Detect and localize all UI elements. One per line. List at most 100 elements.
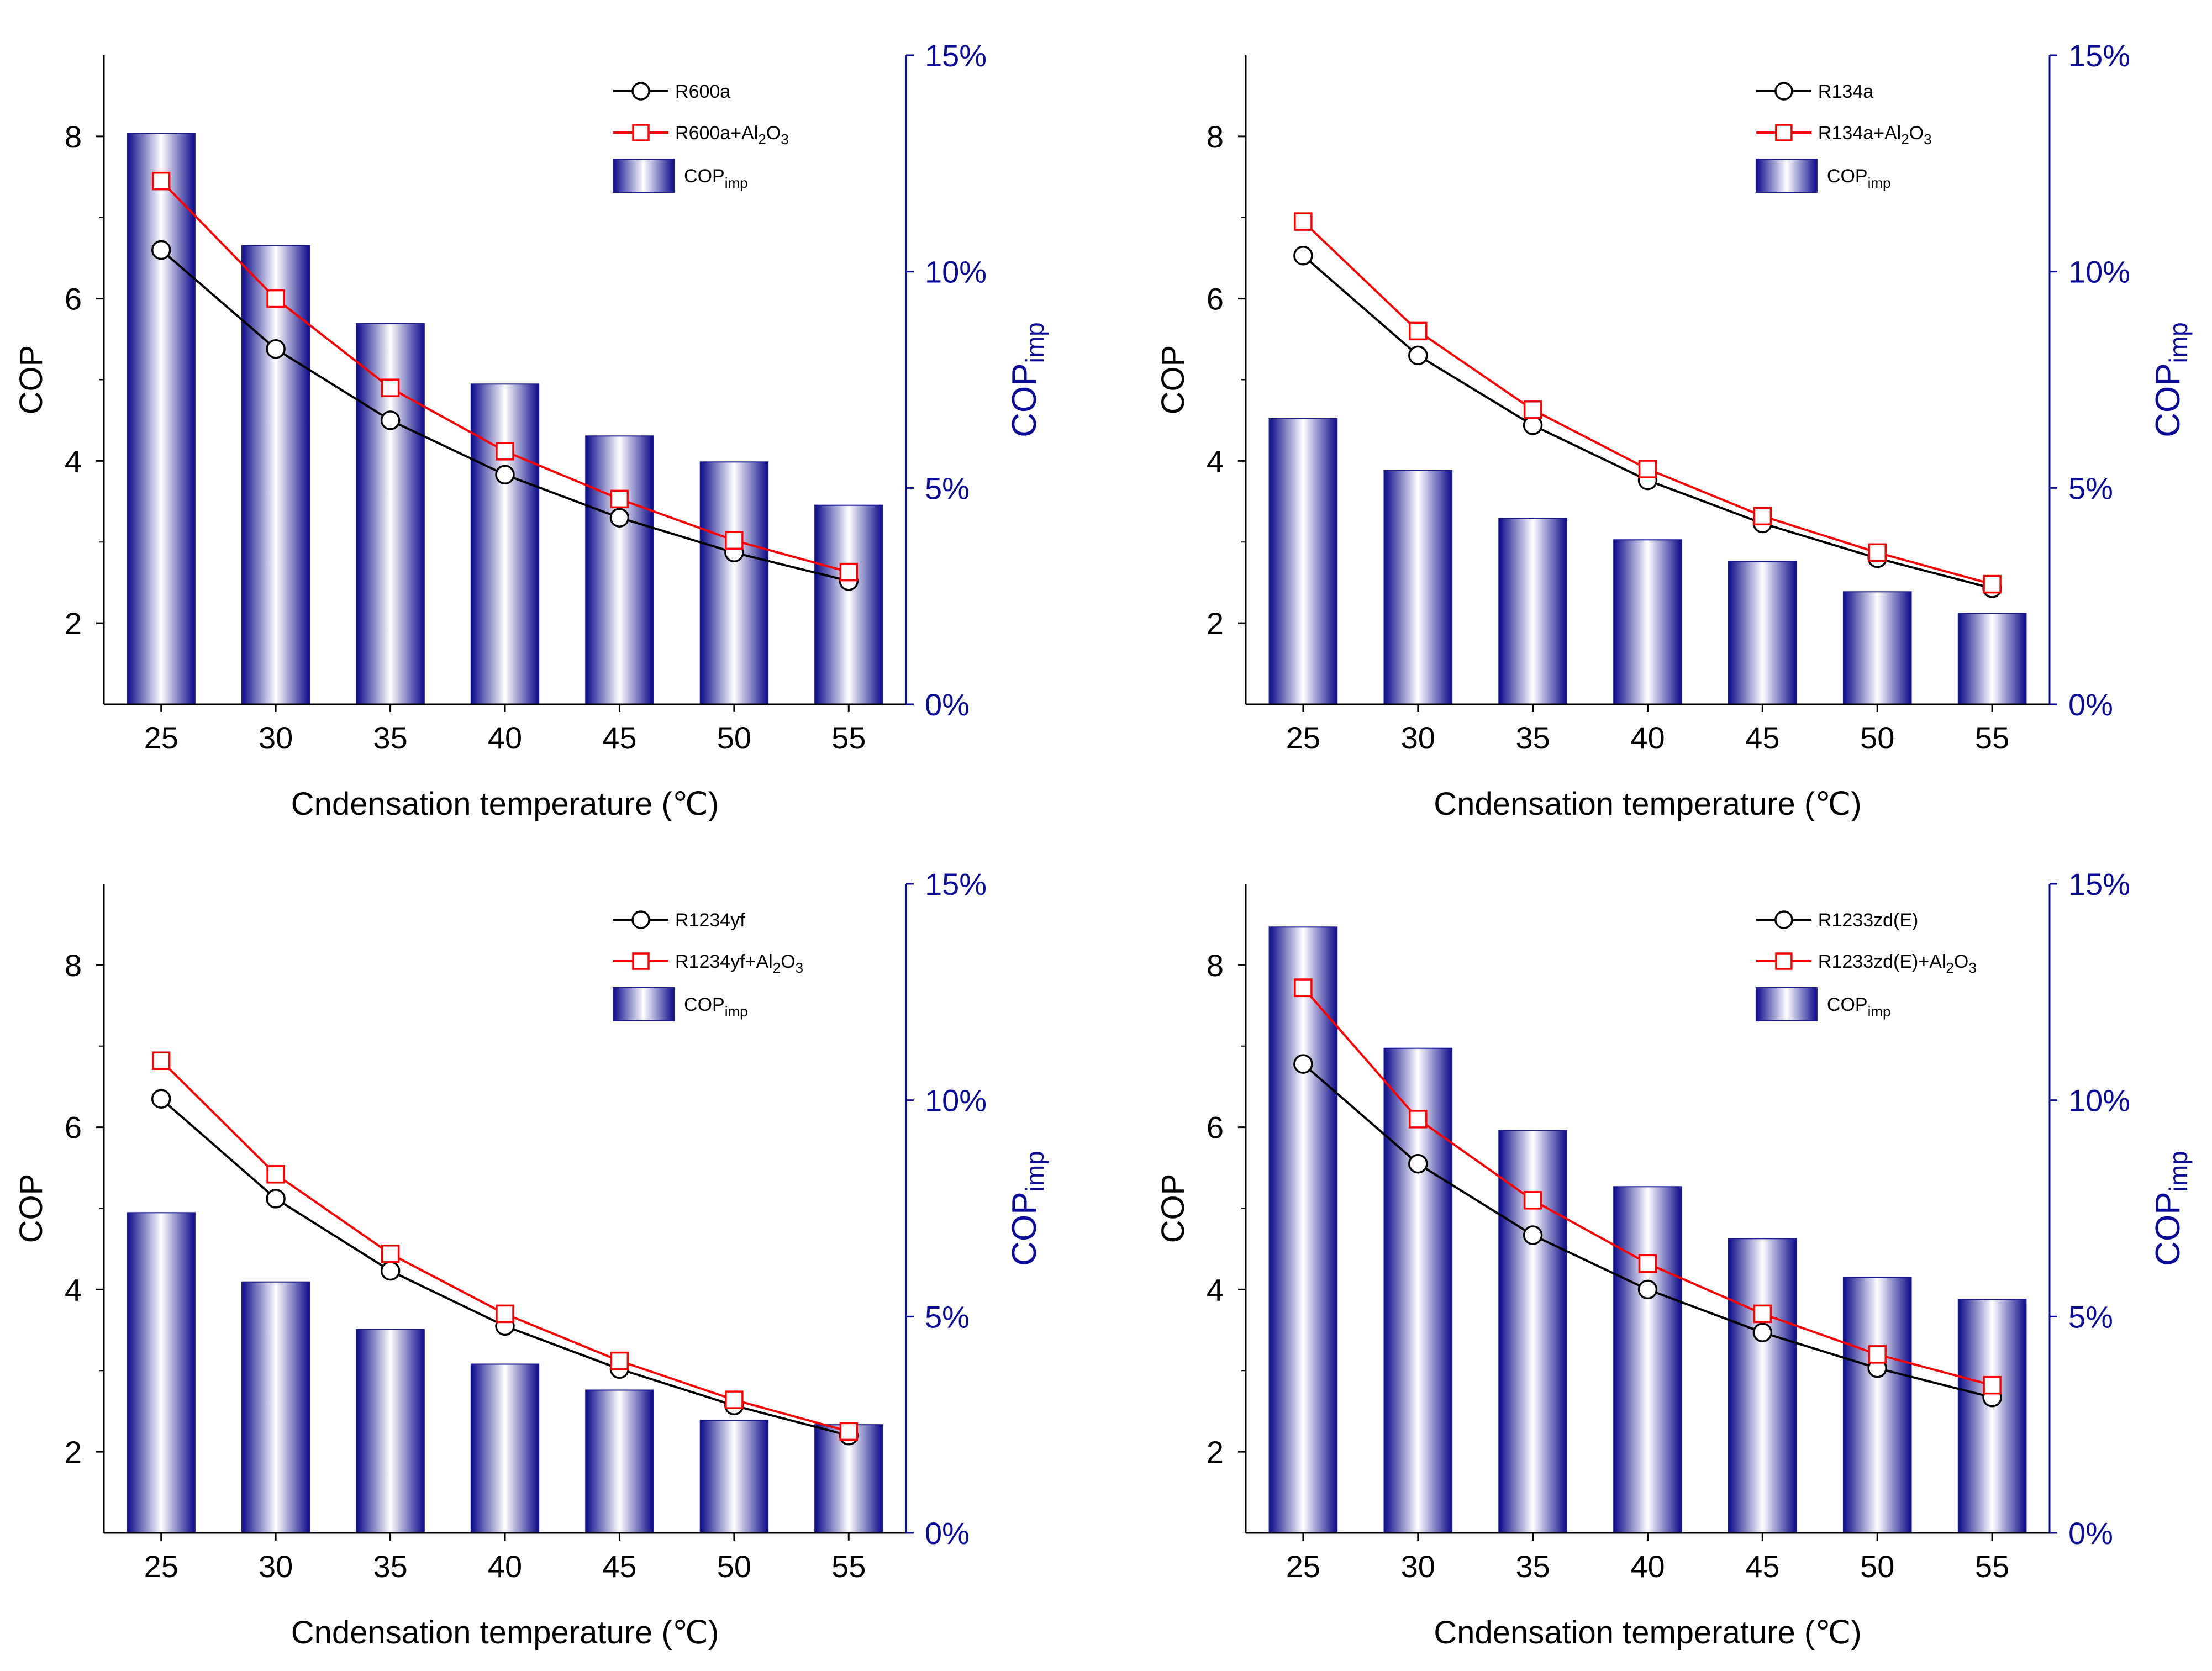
point-additive-50: [725, 1390, 744, 1409]
y-right-tick-label: 0%: [2068, 687, 2113, 722]
y-tick-label: 2: [1207, 1435, 1224, 1469]
y-right-tick-label: 5%: [2068, 1299, 2113, 1334]
legend-label-main: R134a+Al: [1818, 123, 1901, 144]
point-additive-45: [610, 489, 629, 509]
legend-label-bar: COPimp: [1827, 994, 1891, 1020]
legend-label-bar-main: COP: [1827, 166, 1868, 187]
bar-cop-imp-45: [585, 435, 654, 705]
legend-label-main: R134a: [1818, 81, 1873, 102]
legend-label-bar-main: COP: [684, 994, 725, 1015]
y-right-axis-title-main: COP: [1005, 363, 1044, 437]
point-base-30: [266, 339, 286, 359]
point-additive-45: [1753, 507, 1772, 526]
point-additive-30: [1409, 321, 1428, 341]
y-tick-label: 8: [1207, 119, 1224, 154]
point-base-25: [1293, 1054, 1313, 1074]
y-tick-label: 4: [65, 1272, 82, 1307]
y-right-tick-label: 0%: [925, 687, 970, 722]
y-right-tick-label: 5%: [925, 471, 970, 505]
x-tick-label: 45: [602, 720, 636, 755]
y-tick-label: 2: [1207, 606, 1224, 641]
legend-label: R1233zd(E): [1818, 910, 1918, 931]
y-tick-label: 4: [65, 444, 82, 478]
y-right-tick-label: 0%: [925, 1516, 970, 1551]
point-additive-40: [496, 1304, 514, 1324]
legend-formula-oxygen: O: [766, 123, 781, 144]
point-additive-25: [1294, 978, 1313, 997]
point-additive-45: [610, 1351, 629, 1370]
point-additive-25: [151, 1051, 171, 1070]
y-tick-label: 4: [1207, 444, 1224, 478]
point-additive-30: [266, 1165, 285, 1184]
bar-cop-imp-40: [470, 383, 540, 705]
x-tick-label: 30: [1401, 1549, 1435, 1584]
y-tick-label: 2: [65, 1435, 82, 1469]
chart-panel-bottom-left: 2 4 6 8 0% 5% 10% 15% 25 30 35 40 45 50 55 Cndensation …: [13, 867, 1049, 1651]
point-additive-40: [496, 442, 514, 461]
legend-bar-swatch: [1755, 987, 1818, 1021]
x-tick-label: 40: [1630, 720, 1665, 755]
legend-marker-circle: [1774, 910, 1793, 929]
legend-label-main: R1234yf+Al: [675, 951, 773, 972]
x-tick-label: 40: [1630, 1549, 1665, 1584]
x-axis-title: Cndensation temperature (℃): [291, 1615, 719, 1651]
chart-panel-top-left: 2 4 6 8 0% 5% 10% 15% 25 30 35 40 45 50 55 Cndensation …: [13, 38, 1049, 822]
point-additive-55: [1983, 1375, 2002, 1395]
x-tick-label: 45: [1745, 720, 1779, 755]
point-additive-40: [1638, 460, 1657, 478]
point-additive-55: [839, 562, 859, 582]
legend-formula-oxygen: O: [781, 951, 795, 972]
point-base-35: [380, 1261, 401, 1281]
point-base-30: [266, 1189, 286, 1209]
y-right-axis-title-sub: imp: [1020, 322, 1049, 363]
x-tick-label: 25: [1286, 1549, 1320, 1584]
point-base-30: [1408, 345, 1428, 366]
bar-cop-imp-30: [241, 1281, 310, 1533]
point-base-25: [151, 1089, 171, 1109]
bar-cop-imp-25: [1268, 926, 1338, 1533]
y-tick-label: 6: [65, 1110, 82, 1145]
legend-formula-sub-3: 3: [1968, 960, 1976, 976]
y-right-tick-label: 5%: [925, 1299, 970, 1334]
point-additive-25: [1294, 212, 1313, 231]
legend-label-bar-sub: imp: [725, 175, 748, 191]
y-tick-label: 2: [65, 606, 82, 641]
x-tick-label: 40: [488, 720, 522, 755]
legend-bar-swatch: [613, 159, 675, 193]
x-tick-label: 30: [259, 1549, 293, 1584]
y-right-axis-title: COPimp: [1005, 1151, 1049, 1266]
y-right-axis-title-main: COP: [2149, 363, 2187, 437]
legend-formula-sub-2: 2: [1946, 960, 1953, 976]
y-tick-label: 6: [65, 282, 82, 317]
legend-label-bar-main: COP: [1827, 994, 1868, 1015]
legend-label: R1233zd(E)+Al2O3: [1818, 951, 1977, 976]
point-additive-35: [1523, 400, 1542, 419]
point-base-45: [609, 508, 630, 528]
point-base-35: [1523, 1225, 1543, 1245]
legend-formula-sub-3: 3: [1924, 131, 1931, 147]
y-tick-label: 8: [65, 119, 82, 154]
y-right-tick-label: 15%: [2068, 867, 2130, 902]
bar-cop-imp-35: [1498, 518, 1567, 705]
legend-label-main: R600a+Al: [675, 123, 758, 144]
y-tick-label: 6: [1207, 282, 1224, 317]
bar-cop-imp-30: [1383, 470, 1453, 705]
legend-formula-sub-2: 2: [1901, 131, 1909, 147]
legend-label-main: R1234yf: [675, 910, 745, 931]
bar-cop-imp-45: [585, 1389, 654, 1533]
y-tick-label: 8: [65, 948, 82, 983]
legend-label: R1234yf: [675, 910, 745, 931]
point-additive-30: [1409, 1110, 1428, 1129]
x-tick-label: 45: [602, 1549, 636, 1584]
x-tick-label: 25: [144, 720, 178, 755]
x-tick-label: 50: [717, 720, 751, 755]
legend-formula-oxygen: O: [1909, 123, 1924, 144]
legend-label-bar: COPimp: [1827, 166, 1891, 191]
x-tick-label: 45: [1745, 1549, 1779, 1584]
point-additive-35: [1523, 1191, 1542, 1210]
y-right-tick-label: 15%: [925, 38, 987, 73]
x-tick-label: 55: [1975, 720, 2009, 755]
bar-cop-imp-40: [470, 1363, 540, 1533]
legend-label-bar-main: COP: [684, 166, 725, 187]
bar-cop-imp-50: [1842, 591, 1912, 705]
